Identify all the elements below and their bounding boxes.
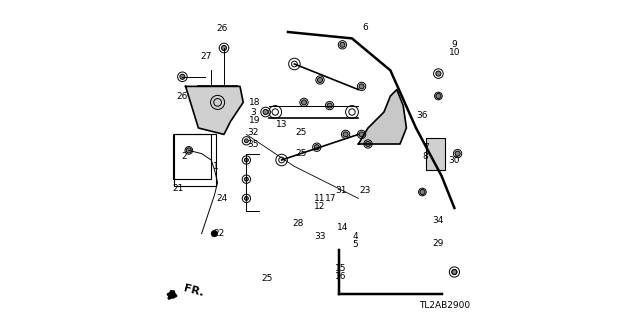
Text: 4: 4 bbox=[353, 232, 358, 241]
Circle shape bbox=[455, 151, 460, 156]
Text: 1: 1 bbox=[213, 162, 219, 171]
Text: 11: 11 bbox=[314, 194, 326, 203]
Text: 26: 26 bbox=[177, 92, 188, 100]
Circle shape bbox=[436, 93, 441, 99]
Polygon shape bbox=[186, 86, 243, 134]
Circle shape bbox=[420, 189, 425, 195]
Text: 36: 36 bbox=[417, 111, 428, 120]
Text: 25: 25 bbox=[262, 274, 273, 283]
Text: 22: 22 bbox=[214, 229, 225, 238]
Text: 10: 10 bbox=[449, 48, 460, 57]
Text: 15: 15 bbox=[335, 264, 346, 273]
Circle shape bbox=[244, 139, 248, 143]
Text: 6: 6 bbox=[362, 23, 367, 32]
Circle shape bbox=[180, 74, 185, 79]
Circle shape bbox=[340, 42, 345, 47]
Circle shape bbox=[301, 100, 307, 105]
Text: 32: 32 bbox=[247, 128, 259, 137]
Text: 18: 18 bbox=[249, 98, 260, 107]
Text: 33: 33 bbox=[314, 232, 326, 241]
Text: 19: 19 bbox=[249, 116, 260, 124]
Circle shape bbox=[436, 71, 441, 76]
Circle shape bbox=[211, 230, 218, 237]
Text: FR.: FR. bbox=[182, 284, 205, 299]
Text: 12: 12 bbox=[314, 202, 326, 211]
Text: 30: 30 bbox=[449, 156, 460, 164]
Text: 9: 9 bbox=[452, 40, 457, 49]
Circle shape bbox=[327, 103, 332, 108]
Text: 35: 35 bbox=[247, 140, 259, 148]
Circle shape bbox=[343, 132, 348, 137]
Circle shape bbox=[244, 177, 248, 181]
Text: 28: 28 bbox=[292, 220, 303, 228]
Circle shape bbox=[244, 158, 248, 162]
Text: 17: 17 bbox=[326, 194, 337, 203]
Text: 2: 2 bbox=[181, 152, 187, 161]
Text: 26: 26 bbox=[217, 24, 228, 33]
Text: 13: 13 bbox=[276, 120, 287, 129]
Text: TL2AB2900: TL2AB2900 bbox=[419, 301, 470, 310]
Text: 23: 23 bbox=[359, 186, 371, 195]
Circle shape bbox=[359, 132, 364, 137]
Text: 14: 14 bbox=[337, 223, 348, 232]
Circle shape bbox=[263, 109, 268, 115]
Circle shape bbox=[359, 84, 364, 89]
Text: 5: 5 bbox=[353, 240, 358, 249]
Text: 25: 25 bbox=[295, 149, 307, 158]
Text: 3: 3 bbox=[250, 108, 255, 116]
Circle shape bbox=[317, 77, 323, 83]
Text: 21: 21 bbox=[172, 184, 183, 193]
Text: 34: 34 bbox=[433, 216, 444, 225]
Polygon shape bbox=[358, 90, 406, 144]
Circle shape bbox=[314, 145, 319, 150]
Text: 25: 25 bbox=[295, 128, 307, 137]
Circle shape bbox=[186, 148, 191, 153]
Circle shape bbox=[244, 196, 248, 200]
Text: 8: 8 bbox=[423, 152, 428, 161]
Text: 7: 7 bbox=[423, 143, 428, 152]
Text: 16: 16 bbox=[335, 272, 346, 281]
Circle shape bbox=[365, 141, 371, 147]
Text: 24: 24 bbox=[217, 194, 228, 203]
Circle shape bbox=[221, 45, 227, 51]
FancyBboxPatch shape bbox=[426, 138, 445, 170]
Text: 27: 27 bbox=[201, 52, 212, 60]
Text: 29: 29 bbox=[433, 239, 444, 248]
Text: 31: 31 bbox=[335, 186, 346, 195]
Circle shape bbox=[452, 269, 457, 275]
